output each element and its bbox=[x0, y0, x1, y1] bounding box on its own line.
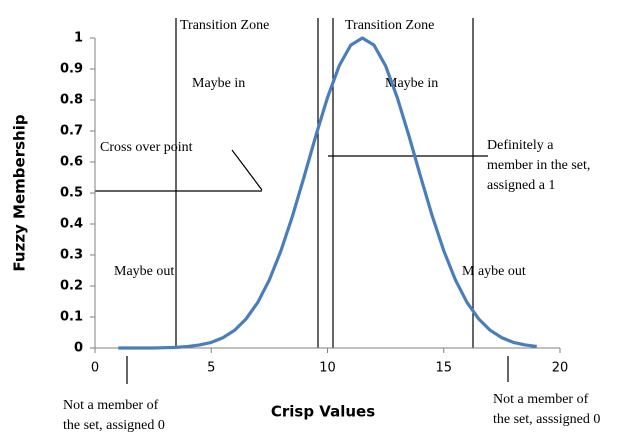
y-tick-label: 0.6 bbox=[60, 155, 83, 170]
y-tick-label: 0.5 bbox=[60, 186, 83, 201]
annotation: Transition Zone bbox=[345, 18, 434, 33]
annotation: Not a member of bbox=[63, 398, 159, 413]
x-tick-label: 20 bbox=[552, 361, 569, 376]
y-tick-label: 0.3 bbox=[60, 248, 83, 263]
annotation: Cross over point bbox=[100, 140, 193, 155]
x-tick-label: 15 bbox=[435, 361, 452, 376]
y-tick-label: 0 bbox=[74, 341, 83, 356]
annotation: the set, asssigned 0 bbox=[493, 412, 600, 427]
annotation: the set, assigned 0 bbox=[63, 418, 165, 433]
annotation: Transition Zone bbox=[180, 18, 269, 33]
x-tick-label: 5 bbox=[207, 361, 215, 376]
annotation: Not a member of bbox=[493, 392, 589, 407]
y-tick-label: 1 bbox=[74, 31, 83, 46]
y-tick-label: 0.7 bbox=[60, 124, 83, 139]
curve bbox=[118, 36, 537, 350]
y-axis-title: Fuzzy Membership bbox=[11, 114, 29, 271]
annotation-lines bbox=[95, 18, 509, 384]
annotation: Maybe in bbox=[385, 76, 438, 91]
y-tick-label: 0.8 bbox=[60, 93, 83, 108]
x-tick-label: 10 bbox=[319, 361, 336, 376]
x-axis-title: Crisp Values bbox=[271, 403, 375, 421]
annotation: M aybe out bbox=[462, 264, 526, 279]
y-tick-label: 0.9 bbox=[60, 62, 83, 77]
annotation: member in the set, bbox=[487, 158, 590, 173]
leader-line bbox=[231, 149, 263, 191]
y-tick-label: 0.1 bbox=[60, 310, 83, 325]
x-tick-label: 0 bbox=[91, 361, 99, 376]
y-tick-label: 0.2 bbox=[60, 279, 83, 294]
annotation: Maybe in bbox=[192, 76, 245, 91]
annotation: assigned a 1 bbox=[487, 178, 555, 193]
annotation: Definitely a bbox=[487, 138, 554, 153]
y-tick-label: 0.4 bbox=[60, 217, 83, 232]
annotation: Maybe out bbox=[114, 264, 174, 279]
annotations: Transition Zone Transition Zone Maybe in… bbox=[63, 18, 600, 433]
